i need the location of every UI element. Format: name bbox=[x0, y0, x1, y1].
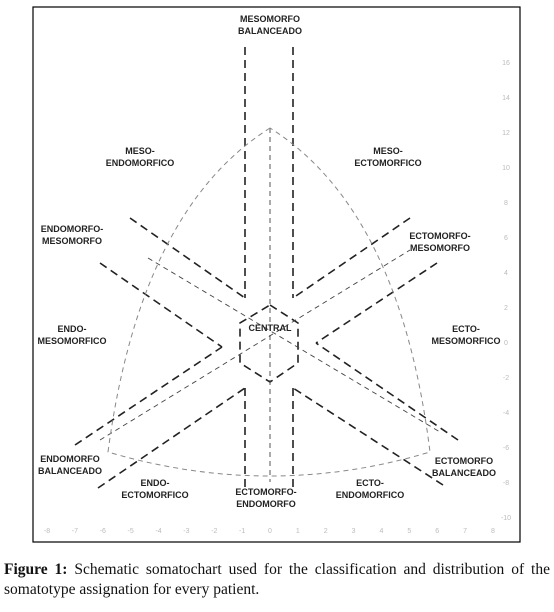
region-label: ENDO- bbox=[141, 478, 170, 488]
y-tick-label: 12 bbox=[502, 130, 510, 137]
region-label: MESOMORFICO bbox=[432, 336, 501, 346]
somatochart-outline bbox=[107, 127, 431, 477]
caption-label: Figure 1: bbox=[4, 561, 68, 578]
x-tick-label: 4 bbox=[380, 528, 384, 535]
region-label: MESOMORFO bbox=[240, 14, 300, 24]
region-label: BALANCEADO bbox=[432, 468, 496, 478]
region-label: ECTOMORFO bbox=[435, 456, 493, 466]
y-tick-label: 8 bbox=[504, 200, 508, 207]
region-label: ECTOMORFICO bbox=[354, 158, 421, 168]
x-tick-label: 3 bbox=[352, 528, 356, 535]
x-tick-label: -4 bbox=[155, 528, 161, 535]
y-tick-label: -10 bbox=[501, 515, 511, 522]
x-tick-label: -1 bbox=[239, 528, 245, 535]
y-tick-label: 2 bbox=[504, 305, 508, 312]
axis-lines bbox=[99, 128, 441, 482]
band-lines bbox=[74, 47, 459, 490]
region-label: ENDOMORFO- bbox=[41, 224, 104, 234]
x-tick-label: 2 bbox=[324, 528, 328, 535]
region-label: ECTOMORFICO bbox=[121, 490, 188, 500]
region-label: ECTOMORFO- bbox=[409, 231, 470, 241]
y-tick-label: 16 bbox=[502, 60, 510, 67]
y-tick-label: 0 bbox=[504, 340, 508, 347]
region-label: MESOMORFO bbox=[42, 236, 102, 246]
region-label: ENDO- bbox=[58, 324, 87, 334]
x-tick-label: 1 bbox=[296, 528, 300, 535]
region-label: ENDOMORFICO bbox=[336, 490, 405, 500]
region-label: ECTO- bbox=[452, 324, 480, 334]
x-tick-label: -7 bbox=[72, 528, 78, 535]
region-label: MESOMORFICO bbox=[38, 336, 107, 346]
x-tick-label: 6 bbox=[435, 528, 439, 535]
x-tick-label: -6 bbox=[100, 528, 106, 535]
region-label: ENDOMORFO bbox=[40, 454, 100, 464]
caption: Figure 1: Schematic somatochart used for… bbox=[4, 560, 550, 600]
region-label: MESOMORFO bbox=[410, 243, 470, 253]
x-tick-label: 8 bbox=[491, 528, 495, 535]
region-label: ENDOMORFICO bbox=[106, 158, 175, 168]
y-tick-label: -2 bbox=[503, 375, 509, 382]
x-tick-label: 0 bbox=[268, 528, 272, 535]
region-label: ENDOMORFO bbox=[236, 499, 296, 509]
y-tick-label: -6 bbox=[503, 445, 509, 452]
region-label: BALANCEADO bbox=[238, 26, 302, 36]
y-tick-label: -4 bbox=[503, 410, 509, 417]
x-tick-label: -8 bbox=[44, 528, 50, 535]
frame bbox=[32, 6, 521, 543]
region-label: ECTOMORFO- bbox=[235, 487, 296, 497]
region-label: MESO- bbox=[373, 146, 403, 156]
region-label: CENTRAL bbox=[249, 323, 292, 333]
y-tick-label: -8 bbox=[503, 480, 509, 487]
y-tick-label: 14 bbox=[502, 95, 510, 102]
x-tick-label: 7 bbox=[463, 528, 467, 535]
x-tick-label: -2 bbox=[211, 528, 217, 535]
region-label: BALANCEADO bbox=[38, 466, 102, 476]
region-label: ECTO- bbox=[356, 478, 384, 488]
x-tick-label: 5 bbox=[407, 528, 411, 535]
y-tick-label: 4 bbox=[504, 270, 508, 277]
y-tick-label: 10 bbox=[502, 165, 510, 172]
x-tick-label: -5 bbox=[128, 528, 134, 535]
y-tick-label: 6 bbox=[504, 235, 508, 242]
caption-text: Schematic somatochart used for the class… bbox=[4, 561, 550, 598]
x-tick-label: -3 bbox=[183, 528, 189, 535]
region-label: MESO- bbox=[125, 146, 155, 156]
somatochart: MESOMORFO BALANCEADO MESO- ENDOMORFICO MESO-… bbox=[32, 6, 521, 543]
